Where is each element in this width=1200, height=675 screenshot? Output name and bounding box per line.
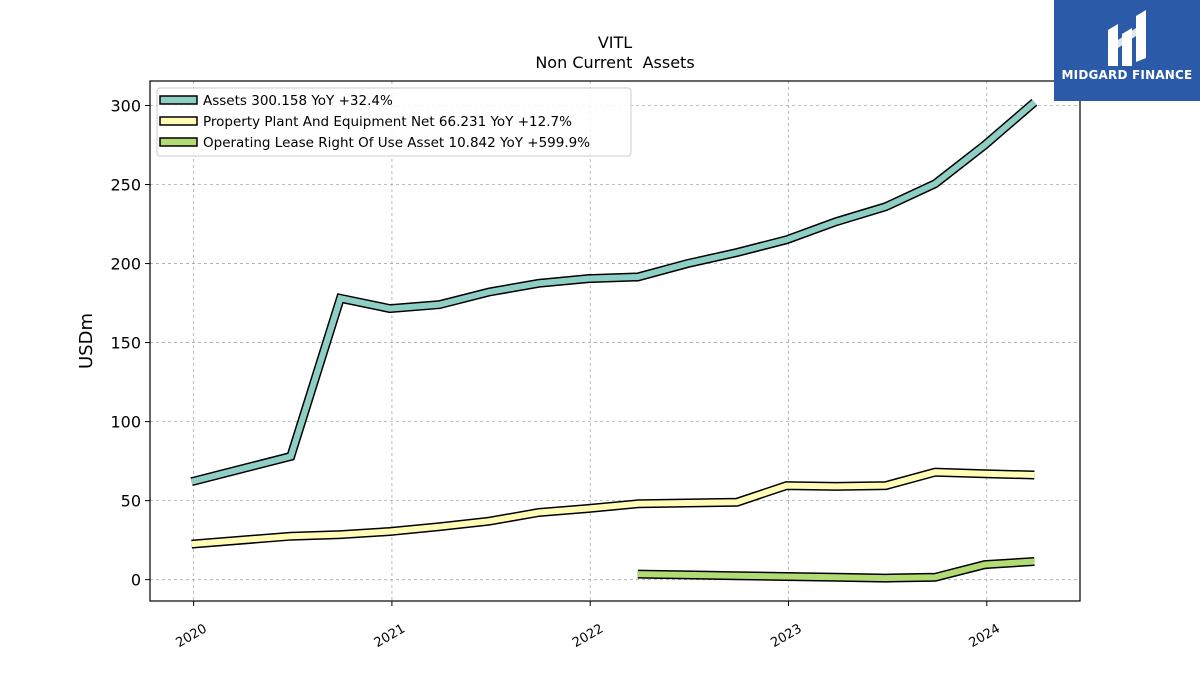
legend-box: [156, 87, 632, 157]
midgard-finance-logo: MIDGARD FINANCE: [1054, 0, 1200, 101]
series-line-2: [191, 467, 1035, 549]
y-tick-label: 300: [110, 96, 141, 115]
series-lines: [190, 98, 1038, 583]
x-tick-label: 2020: [173, 621, 209, 651]
legend-entry: Property Plant And Equipment Net 66.231 …: [203, 114, 572, 130]
series-line-1: [190, 98, 1038, 487]
series-line-3: [637, 557, 1035, 583]
grid-lines: [150, 81, 1080, 601]
legend-swatch: [159, 137, 198, 147]
legend-swatch: [159, 116, 198, 126]
x-tick-label: 2024: [967, 621, 1003, 651]
x-tick-label: 2021: [372, 621, 408, 651]
y-tick-label: 150: [110, 334, 141, 353]
y-axis-label: USDm: [76, 313, 97, 369]
y-tick-label: 0: [131, 571, 141, 590]
y-tick-label: 250: [110, 176, 141, 195]
chart-subtitle: Non Current Assets: [535, 53, 694, 72]
x-tick-label: 2023: [768, 621, 804, 651]
plot-frame: [149, 80, 1081, 602]
legend: Assets 300.158 YoY +32.4% Property Plant …: [156, 87, 632, 157]
axis-ticks: 0 50 100 150 200 250 300 2020 2021 2022 2023 2024: [110, 96, 1002, 651]
y-tick-label: 50: [121, 492, 141, 511]
y-tick-label: 200: [110, 255, 141, 274]
y-tick-label: 100: [110, 413, 141, 432]
legend-entry: Assets 300.158 YoY +32.4%: [203, 93, 393, 109]
legend-entry: Operating Lease Right Of Use Asset 10.84…: [203, 135, 590, 151]
logo-mark-icon: [1108, 10, 1146, 66]
logo-text: MIDGARD FINANCE: [1061, 68, 1193, 82]
chart-title: VITL: [598, 33, 632, 52]
x-tick-label: 2022: [570, 621, 606, 651]
legend-swatch: [159, 95, 198, 105]
